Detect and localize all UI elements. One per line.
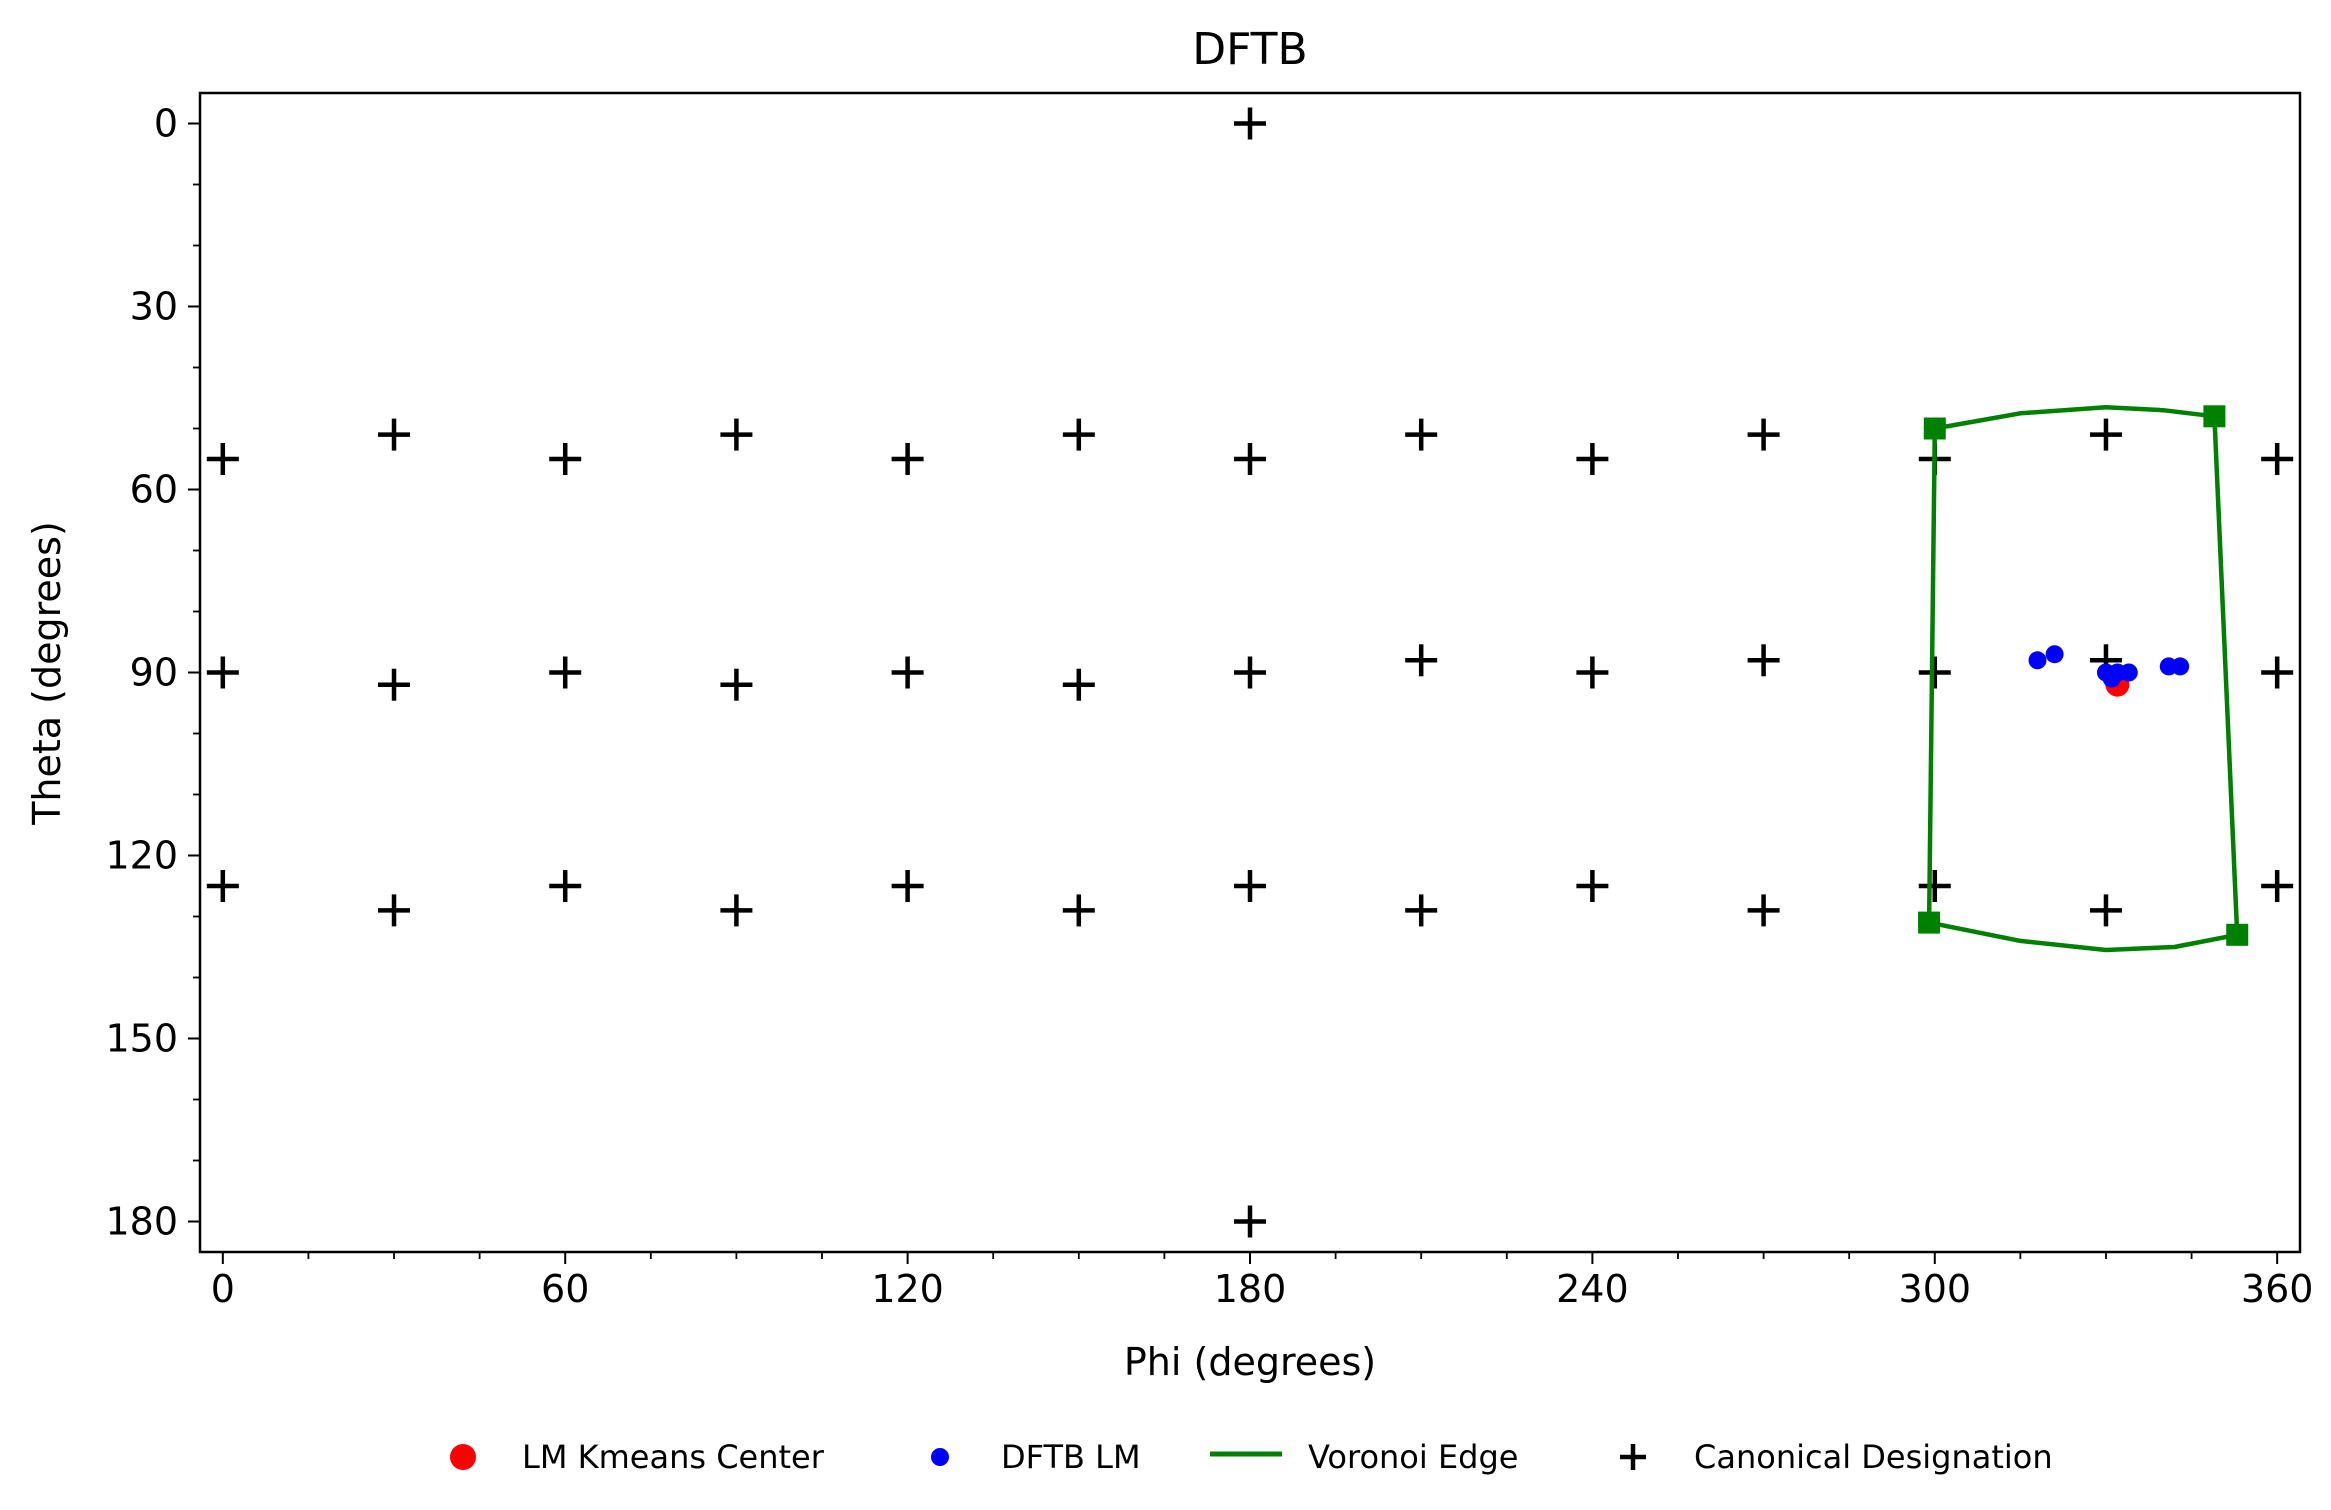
canonical-designation-marker bbox=[2089, 894, 2122, 927]
voronoi-vertex-marker bbox=[2226, 923, 2249, 946]
canonical-designation-marker bbox=[1234, 1205, 1266, 1238]
voronoi-edge bbox=[1928, 920, 2238, 953]
canonical-designation-marker bbox=[1234, 443, 1266, 475]
canonical-designation-marker bbox=[1747, 894, 1780, 927]
canonical-designation-marker bbox=[206, 870, 239, 902]
canonical-designation-marker bbox=[378, 418, 411, 451]
y-axis-label: Theta (degrees) bbox=[25, 521, 69, 826]
x-tick-label: 120 bbox=[871, 1267, 944, 1311]
y-tick-label: 150 bbox=[105, 1017, 178, 1061]
canonical-designation-marker bbox=[1747, 644, 1780, 677]
y-tick-label: 120 bbox=[105, 834, 178, 878]
canonical-designation-marker bbox=[1405, 894, 1438, 927]
canonical-designation-marker bbox=[1062, 668, 1095, 701]
canonical-designation-marker bbox=[549, 656, 582, 689]
y-tick-label: 0 bbox=[154, 102, 178, 146]
x-axis-label: Phi (degrees) bbox=[1124, 1340, 1376, 1384]
canonical-designation-marker bbox=[549, 870, 582, 902]
dftb-lm-point bbox=[2171, 657, 2190, 676]
canonical-designation-marker bbox=[1747, 418, 1780, 451]
legend-entry: Voronoi Edge bbox=[1210, 1438, 1518, 1476]
canonical-designation-marker bbox=[378, 894, 411, 927]
canonical-designation-marker bbox=[378, 668, 411, 701]
chart-title: DFTB bbox=[1192, 24, 1307, 75]
axes: 0 60 120 180 240 300 360 0 30 60 90 120 150 180 bbox=[105, 91, 2314, 1311]
x-tick-label: 0 bbox=[211, 1267, 235, 1311]
legend-label: Canonical Designation bbox=[1694, 1438, 2053, 1476]
dftb-lm-point bbox=[2028, 651, 2047, 670]
legend-label: Voronoi Edge bbox=[1308, 1438, 1518, 1476]
canonical-designation-marker bbox=[1405, 418, 1438, 451]
legend-dftb-lm-marker bbox=[931, 1448, 949, 1466]
canonical-designation-marker bbox=[1576, 656, 1609, 689]
canonical-designation-marker bbox=[206, 443, 239, 475]
canonical-designation-marker bbox=[891, 443, 924, 475]
canonical-designation-marker bbox=[1062, 418, 1095, 451]
canonical-designation-marker bbox=[1918, 870, 1951, 902]
x-tick-label: 180 bbox=[1214, 1267, 1287, 1311]
canonical-designation-marker bbox=[891, 870, 924, 902]
dftb-lm-point bbox=[2045, 645, 2064, 664]
legend-entry: LM Kmeans Center bbox=[450, 1438, 825, 1476]
canonical-designation-marker bbox=[720, 418, 753, 451]
y-tick-label: 60 bbox=[130, 468, 178, 512]
legend-canonical-marker bbox=[1620, 1444, 1646, 1470]
canonical-designation-marker bbox=[1405, 644, 1438, 677]
voronoi-edge bbox=[1934, 404, 2215, 431]
canonical-designation-marker bbox=[1576, 443, 1609, 475]
x-tick-label: 60 bbox=[541, 1267, 589, 1311]
canonical-designation-marker bbox=[1918, 656, 1951, 689]
y-tick-label: 90 bbox=[130, 651, 178, 695]
legend-entry: DFTB LM bbox=[931, 1438, 1141, 1476]
x-tick-label: 240 bbox=[1556, 1267, 1629, 1311]
dftb-lm-point bbox=[2119, 663, 2138, 682]
canonical-designation-marker bbox=[549, 443, 582, 475]
canonical-designation-marker bbox=[1234, 107, 1266, 140]
plot-area bbox=[206, 107, 2294, 1238]
canonical-designation-marker bbox=[2261, 656, 2294, 689]
x-tick-label: 360 bbox=[2241, 1267, 2314, 1311]
canonical-designation-marker bbox=[891, 656, 924, 689]
legend-entry: Canonical Designation bbox=[1620, 1438, 2053, 1476]
canonical-designation-marker bbox=[2089, 418, 2122, 451]
y-tick-label: 180 bbox=[105, 1200, 178, 1244]
canonical-designation-marker bbox=[1234, 656, 1266, 689]
legend-label: LM Kmeans Center bbox=[522, 1438, 825, 1476]
canonical-designation-marker bbox=[1576, 870, 1609, 902]
canonical-designation-marker bbox=[720, 668, 753, 701]
y-tick-label: 30 bbox=[130, 285, 178, 329]
canonical-designation-marker bbox=[2261, 870, 2294, 902]
voronoi-vertex-marker bbox=[1918, 911, 1941, 934]
legend-kmeans-marker bbox=[450, 1444, 476, 1470]
canonical-designation-marker bbox=[720, 894, 753, 927]
voronoi-vertex-marker bbox=[1923, 417, 1946, 440]
voronoi-edge bbox=[2212, 416, 2240, 935]
canonical-designation-marker bbox=[1062, 894, 1095, 927]
canonical-designation-marker bbox=[206, 656, 239, 689]
legend-label: DFTB LM bbox=[1001, 1438, 1141, 1476]
voronoi-vertex-marker bbox=[2203, 405, 2226, 428]
voronoi-edge bbox=[1926, 428, 1938, 923]
canonical-designation-marker bbox=[2261, 443, 2294, 475]
x-tick-label: 300 bbox=[1899, 1267, 1972, 1311]
legend: LM Kmeans Center DFTB LM Voronoi Edge Canon… bbox=[450, 1438, 2053, 1476]
canonical-designation-marker bbox=[1234, 870, 1266, 902]
